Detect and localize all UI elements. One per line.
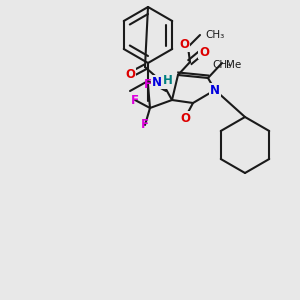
- Text: O: O: [179, 38, 189, 52]
- Text: CH₃: CH₃: [212, 60, 232, 70]
- Text: O: O: [125, 68, 135, 82]
- Text: F: F: [131, 94, 139, 106]
- Text: H: H: [163, 74, 173, 86]
- Text: Me: Me: [226, 60, 241, 70]
- Text: N: N: [210, 83, 220, 97]
- Text: NH: NH: [152, 76, 172, 88]
- Text: CH₃: CH₃: [205, 30, 224, 40]
- Text: O: O: [199, 46, 209, 59]
- Text: F: F: [144, 79, 152, 92]
- Text: F: F: [141, 118, 149, 131]
- Text: O: O: [180, 112, 190, 124]
